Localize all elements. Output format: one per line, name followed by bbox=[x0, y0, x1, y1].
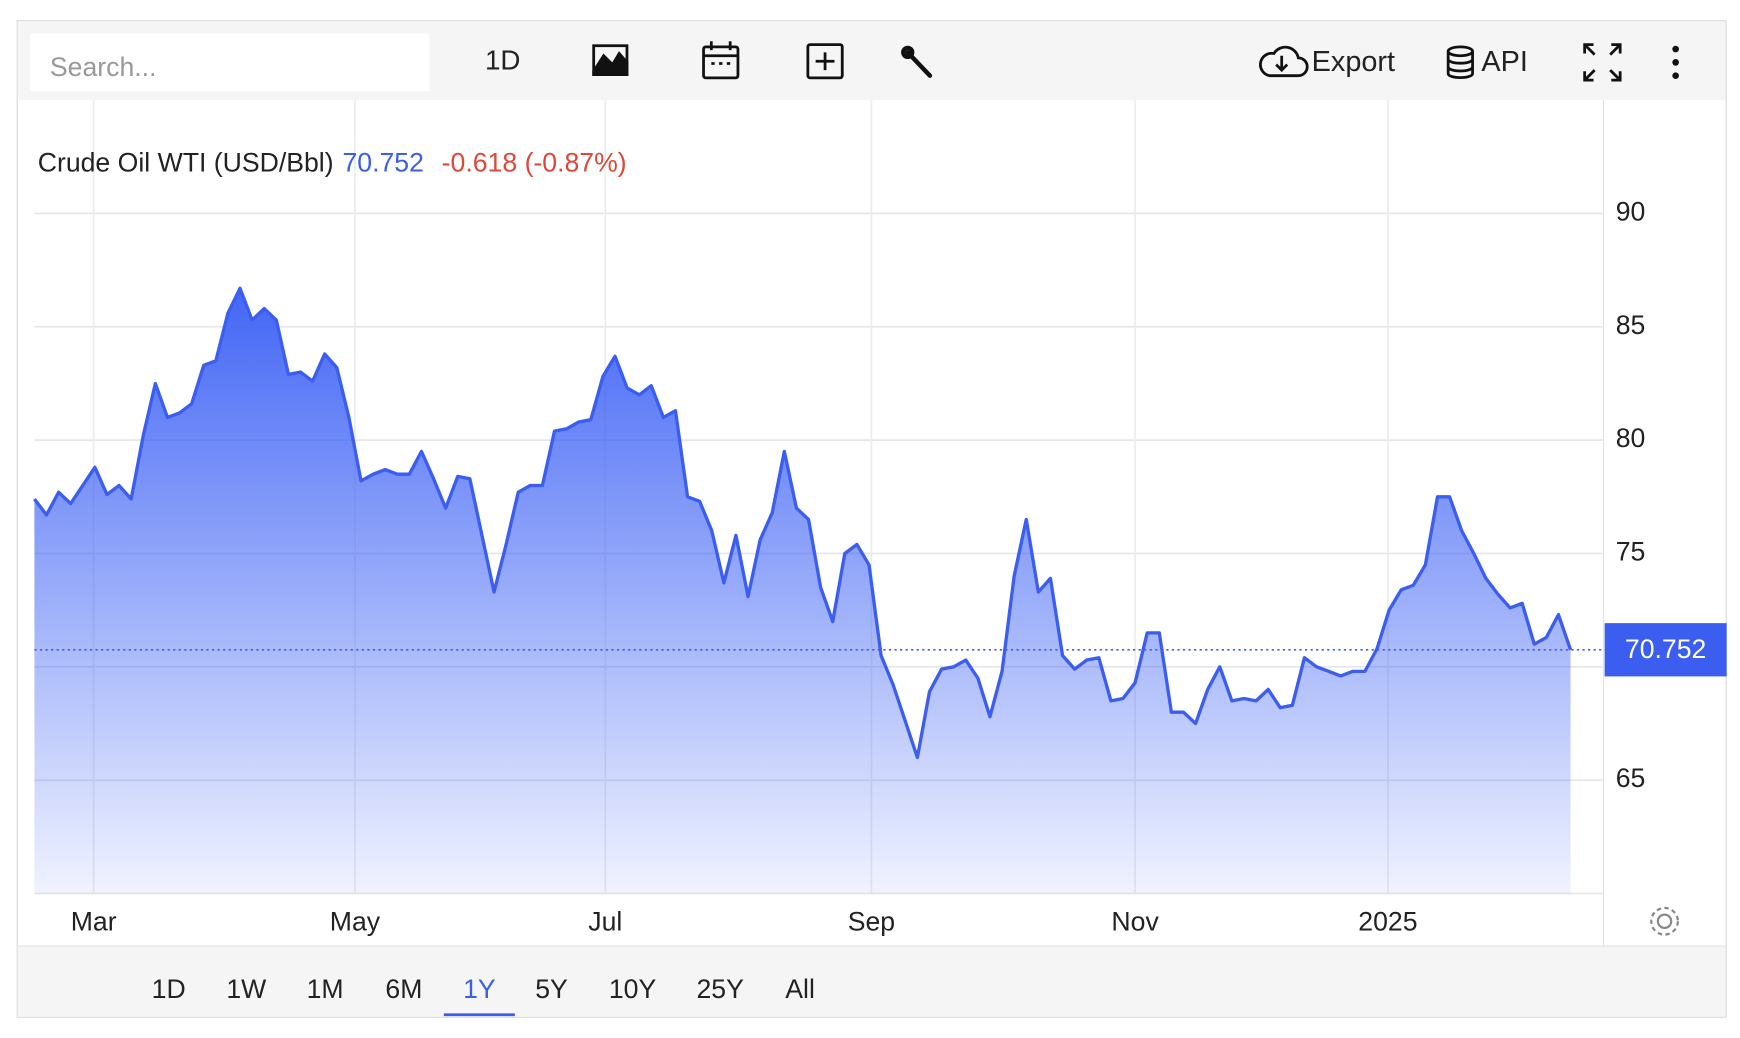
range-active-underline bbox=[443, 1013, 515, 1017]
range-button[interactable]: 1Y bbox=[463, 974, 496, 1004]
search-box[interactable] bbox=[29, 33, 430, 92]
last-price: 70.752 bbox=[342, 147, 423, 177]
y-tick-label: 85 bbox=[1616, 310, 1646, 340]
price-change: -0.618 (-0.87%) bbox=[442, 147, 627, 177]
range-button[interactable]: 6M bbox=[385, 974, 422, 1004]
export-button[interactable]: Export bbox=[1312, 46, 1395, 78]
api-icon[interactable] bbox=[1446, 45, 1474, 80]
range-button[interactable]: 1W bbox=[226, 974, 267, 1004]
x-tick-label: Jul bbox=[588, 907, 622, 937]
api-button[interactable]: API bbox=[1481, 46, 1528, 78]
y-tick-label: 75 bbox=[1616, 537, 1646, 567]
x-tick-label: 2025 bbox=[1358, 907, 1417, 937]
gear-icon[interactable] bbox=[1650, 906, 1679, 936]
price-line bbox=[33, 286, 1573, 760]
instrument-title: Crude Oil WTI (USD/Bbl) bbox=[38, 147, 334, 177]
range-button[interactable]: 1M bbox=[307, 974, 344, 1004]
last-price-badge-label: 70.752 bbox=[1625, 634, 1706, 664]
x-tick-label: May bbox=[330, 907, 381, 937]
range-button[interactable]: All bbox=[785, 974, 815, 1004]
x-tick-label: Nov bbox=[1111, 907, 1159, 937]
y-tick-label: 80 bbox=[1616, 423, 1646, 453]
fullscreen-icon[interactable] bbox=[1583, 43, 1622, 82]
range-buttons: 1D 1W 1M 6M 1Y 5Y 10Y 25Y All bbox=[152, 974, 815, 1017]
y-tick-label: 65 bbox=[1616, 763, 1646, 793]
plot: 657075808590MarMayJulSepNov202570.752 bbox=[33, 100, 1727, 937]
range-button[interactable]: 10Y bbox=[609, 974, 657, 1004]
compare-icon[interactable] bbox=[806, 43, 844, 80]
area-fill bbox=[34, 288, 1571, 894]
more-menu-icon[interactable] bbox=[1672, 45, 1679, 80]
x-tick-label: Sep bbox=[848, 907, 895, 937]
search-placeholder[interactable]: Search... bbox=[50, 52, 157, 82]
range-button[interactable]: 5Y bbox=[535, 974, 568, 1004]
range-bar bbox=[17, 946, 1726, 1017]
range-button[interactable]: 1D bbox=[152, 974, 186, 1004]
last-price-badge bbox=[1604, 623, 1727, 677]
interval-button[interactable]: 1D bbox=[485, 45, 520, 76]
settings-wrench-icon[interactable] bbox=[901, 45, 933, 78]
calendar-icon[interactable] bbox=[702, 41, 740, 80]
y-tick-label: 90 bbox=[1616, 196, 1646, 226]
x-tick-label: Mar bbox=[71, 907, 117, 937]
export-icon[interactable] bbox=[1259, 45, 1309, 78]
range-button[interactable]: 25Y bbox=[697, 974, 745, 1004]
chart-type-icon[interactable] bbox=[592, 44, 629, 76]
